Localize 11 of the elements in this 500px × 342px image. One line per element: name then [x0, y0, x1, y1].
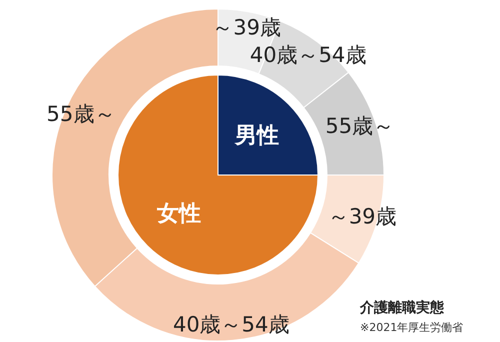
slice-label: 女性 — [156, 201, 202, 226]
slice-label: 55歳～ — [46, 102, 116, 126]
text: 介護離職実態 — [359, 299, 445, 316]
pie-slice — [118, 74, 318, 276]
slice-label: 男性 — [234, 124, 279, 149]
text: ※2021年厚生労働省 — [360, 321, 464, 334]
slice-label: 55歳～ — [325, 114, 394, 138]
slice-label: ～39歳 — [212, 16, 281, 40]
slice-label: ～39歳 — [328, 204, 397, 228]
slice-label: 40歳～54歳 — [250, 43, 366, 68]
slice-label: 40歳～54歳 — [172, 312, 290, 336]
